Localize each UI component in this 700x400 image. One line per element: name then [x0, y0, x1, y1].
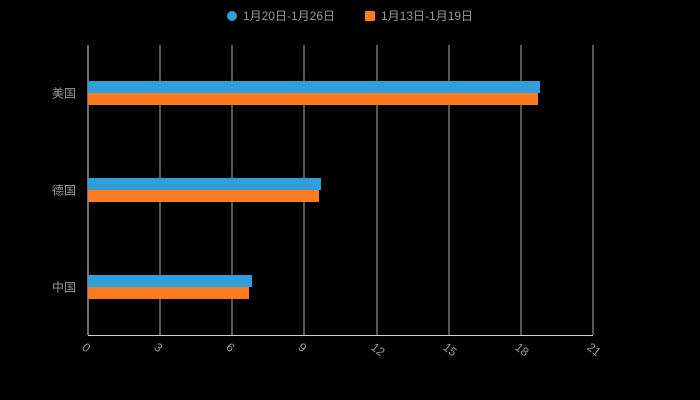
bar-series-0-美国[interactable] [88, 81, 541, 94]
category-label: 美国 [51, 86, 76, 101]
category-label: 中国 [51, 280, 76, 295]
legend-label: 1月13日-1月19日 [381, 9, 474, 23]
bar-series-1-美国[interactable] [88, 93, 538, 106]
plot-area: 0 3 6 9 12 15 18 21 美国德国中国 [52, 45, 604, 359]
x-tick-label: 6 [223, 340, 238, 356]
x-tick-label: 18 [512, 340, 532, 360]
legend: 1月20日-1月26日 1月13日-1月19日 [0, 7, 700, 24]
x-tick-label: 15 [440, 340, 460, 360]
gridline [592, 45, 594, 335]
x-tick-label: 0 [79, 340, 94, 356]
gridline [520, 45, 522, 335]
legend-item-1[interactable]: 1月13日-1月19日 [365, 7, 473, 24]
gridline [376, 45, 378, 335]
category-label: 德国 [51, 183, 76, 198]
bar-series-1-德国[interactable] [88, 190, 319, 202]
legend-marker-icon [226, 10, 237, 21]
bar-series-0-中国[interactable] [88, 274, 252, 287]
bar-series-1-中国[interactable] [88, 286, 250, 299]
x-tick-label: 21 [584, 340, 604, 360]
legend-label: 1月20日-1月26日 [242, 9, 335, 23]
x-tick-label: 9 [295, 340, 310, 356]
gridline [448, 45, 450, 335]
legend-marker-icon [365, 10, 375, 21]
legend-item-0[interactable]: 1月20日-1月26日 [226, 7, 335, 24]
x-tick-label: 3 [151, 340, 166, 356]
bar-series-0-德国[interactable] [88, 178, 322, 190]
x-tick-label: 12 [367, 340, 388, 360]
